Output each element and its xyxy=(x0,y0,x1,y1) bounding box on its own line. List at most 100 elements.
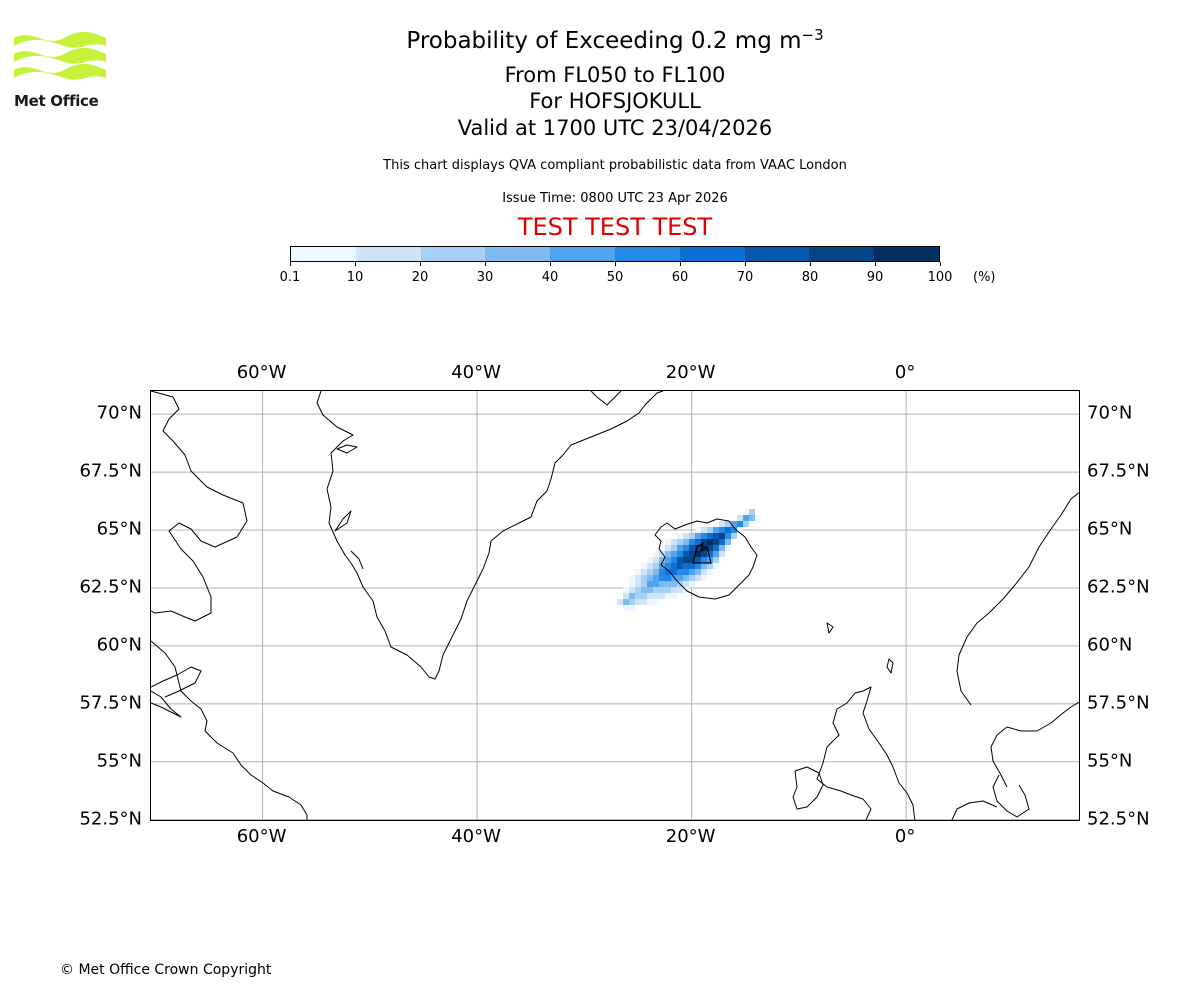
colorbar-segment xyxy=(614,247,680,261)
ash-cell xyxy=(695,557,701,563)
ash-cell xyxy=(623,587,629,593)
ash-cell xyxy=(677,587,683,593)
ash-cell xyxy=(629,575,635,581)
volcano-marker xyxy=(692,541,712,564)
ash-cell xyxy=(695,563,701,569)
ash-cell xyxy=(629,599,635,605)
ash-cell xyxy=(671,569,677,575)
ash-cell xyxy=(641,599,647,605)
ash-cell xyxy=(647,563,653,569)
ash-cell xyxy=(719,545,725,551)
colorbar-segment xyxy=(355,247,421,261)
ash-cell xyxy=(647,587,653,593)
ash-cell xyxy=(665,545,671,551)
ash-cell xyxy=(653,563,659,569)
coastline-low-countries xyxy=(951,800,998,820)
longitude-label-top: 20°W xyxy=(665,362,716,383)
ash-cell xyxy=(677,569,683,575)
ash-cell xyxy=(653,557,659,563)
ash-cell xyxy=(695,569,701,575)
ash-cell xyxy=(665,581,671,587)
ash-cell xyxy=(641,593,647,599)
ash-cell xyxy=(629,605,635,611)
ash-cell xyxy=(659,581,665,587)
ash-cell xyxy=(665,587,671,593)
ash-cell xyxy=(713,545,719,551)
ash-cell xyxy=(647,569,653,575)
ash-cell xyxy=(635,587,641,593)
ash-cell xyxy=(629,587,635,593)
colorbar-tick-mark xyxy=(745,262,746,266)
ash-cell xyxy=(695,533,701,539)
colorbar-segment xyxy=(550,247,615,261)
ash-cell xyxy=(707,527,713,533)
latitude-label-left: 65°N xyxy=(96,518,142,540)
ash-cell xyxy=(629,581,635,587)
ash-cell xyxy=(719,533,725,539)
colorbar-tick-mark xyxy=(940,262,941,266)
colorbar-segment xyxy=(874,247,939,261)
ash-cell xyxy=(737,515,743,521)
ash-cell xyxy=(713,551,719,557)
ash-cell xyxy=(659,545,665,551)
ash-cell xyxy=(701,551,707,557)
ash-cell xyxy=(689,575,695,581)
latitude-label-left: 52.5°N xyxy=(79,808,142,830)
ash-cell xyxy=(647,581,653,587)
ash-cell xyxy=(683,557,689,563)
coastline-greenland-east xyxy=(488,391,664,554)
colorbar-tick-label: 30 xyxy=(476,270,494,285)
ash-cell xyxy=(653,575,659,581)
ash-cell xyxy=(713,557,719,563)
ash-cell xyxy=(641,563,647,569)
latitude-label-left: 67.5°N xyxy=(79,460,142,482)
ash-cell xyxy=(671,587,677,593)
ash-cell xyxy=(635,593,641,599)
coastline-norway xyxy=(956,491,1079,706)
colorbar-tick-mark xyxy=(615,262,616,266)
ash-cell xyxy=(701,533,707,539)
ash-probability-field xyxy=(617,509,761,611)
ash-cell xyxy=(749,515,755,521)
ash-cell xyxy=(677,563,683,569)
ash-cell xyxy=(719,539,725,545)
coastline-ireland xyxy=(792,766,824,810)
copyright: © Met Office Crown Copyright xyxy=(60,962,272,978)
coastline-faroe xyxy=(826,622,834,634)
ash-cell xyxy=(653,593,659,599)
coastline-hudson-strait xyxy=(151,666,202,698)
ash-cell xyxy=(671,563,677,569)
latitude-label-left: 57.5°N xyxy=(79,692,142,714)
ash-cell xyxy=(641,587,647,593)
map-panel xyxy=(150,390,1080,821)
ash-cell xyxy=(689,551,695,557)
coastline-greenland-island-1 xyxy=(350,550,364,570)
longitude-label-top: 0° xyxy=(894,362,916,383)
ash-cell xyxy=(731,527,737,533)
ash-cell xyxy=(665,539,671,545)
ash-cell xyxy=(671,593,677,599)
ash-cell xyxy=(629,593,635,599)
coastline-greenland-northeast xyxy=(590,391,622,406)
ash-cell xyxy=(713,539,719,545)
met-office-waves-icon xyxy=(14,31,106,80)
ash-cell xyxy=(659,551,665,557)
ash-cell xyxy=(671,551,677,557)
latitude-label-left: 55°N xyxy=(96,750,142,772)
latitude-label-right: 55°N xyxy=(1087,750,1133,772)
ash-cell xyxy=(695,551,701,557)
ash-cell xyxy=(671,545,677,551)
ash-cell xyxy=(719,527,725,533)
ash-cell xyxy=(671,557,677,563)
colorbar-tick-label: 90 xyxy=(866,270,884,285)
ash-cell xyxy=(725,539,731,545)
ash-cell xyxy=(689,533,695,539)
ash-cell xyxy=(671,539,677,545)
ash-cell xyxy=(677,557,683,563)
ash-cell xyxy=(701,527,707,533)
colorbar-tick-label: 0.1 xyxy=(279,270,301,285)
ash-cell xyxy=(707,545,713,551)
colorbar-tick-label: 70 xyxy=(736,270,754,285)
longitude-label-bottom: 40°W xyxy=(451,826,501,847)
chart-title: Probability of Exceeding 0.2 mg m−3 xyxy=(406,26,824,54)
